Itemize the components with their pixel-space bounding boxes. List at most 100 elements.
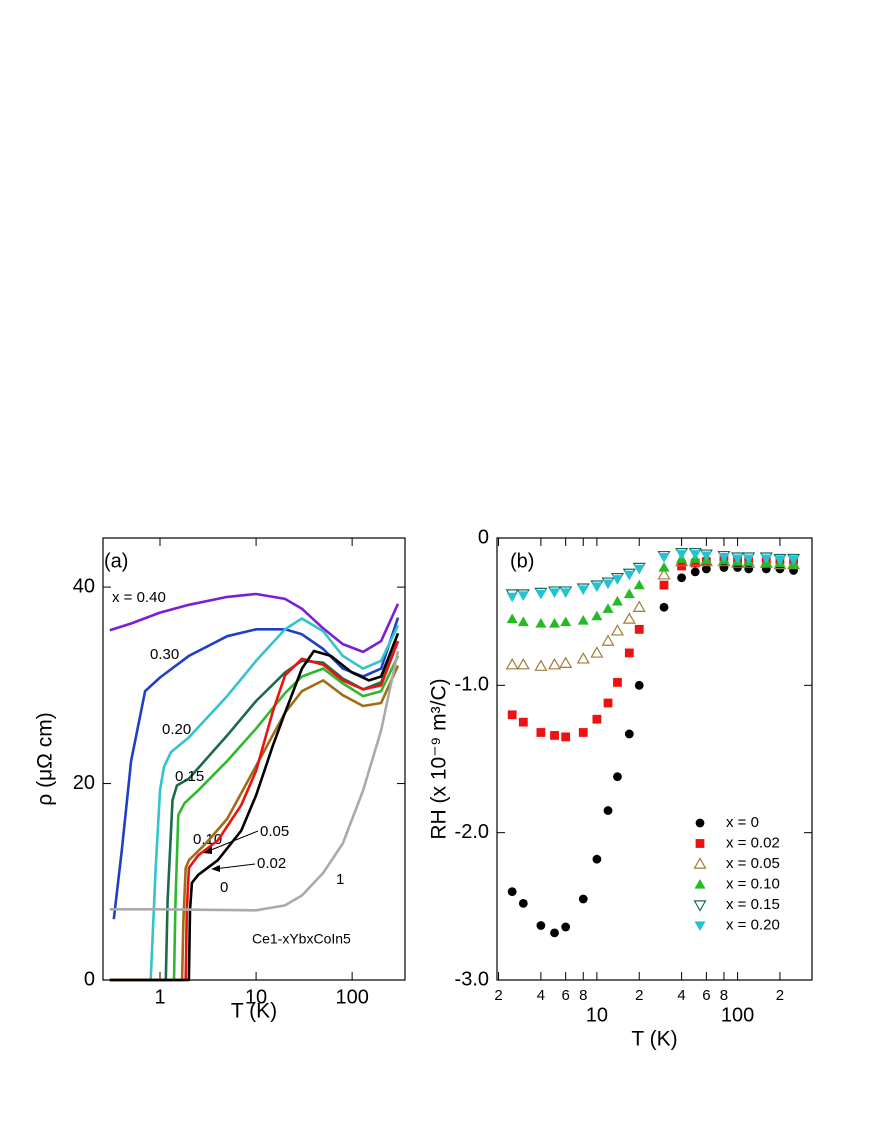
y-tick-label: -1.0 [455, 674, 489, 696]
data-point [676, 550, 688, 560]
series-line [109, 650, 400, 912]
x-tick-label: 8 [579, 987, 587, 1004]
data-point [677, 573, 686, 583]
data-point [578, 894, 588, 904]
data-point [506, 592, 518, 603]
data-point [690, 558, 700, 568]
legend-label: x = 0.05 [726, 855, 780, 872]
data-point [517, 616, 529, 627]
data-point [561, 732, 571, 742]
data-point [549, 588, 561, 599]
y-tick-label: 0 [84, 968, 95, 990]
plot-frame [496, 537, 813, 981]
data-point [603, 698, 613, 708]
legend-label: x = 0.20 [726, 916, 780, 933]
data-point [659, 602, 669, 612]
data-point [518, 717, 528, 727]
x-axis-label: T (K) [231, 1000, 277, 1023]
x-tick-label: 4 [537, 987, 545, 1004]
data-point [613, 677, 622, 687]
data-point [634, 624, 644, 634]
series-line [109, 592, 400, 654]
data-point [760, 554, 772, 565]
data-point [592, 714, 602, 724]
x-tick-label: 4 [677, 987, 685, 1004]
legend-marker [693, 857, 707, 869]
data-point [560, 616, 572, 627]
series-label: x = 0.40 [112, 589, 166, 606]
data-point [550, 928, 559, 938]
arrow-head [211, 865, 220, 872]
data-point [732, 554, 744, 565]
data-point [718, 553, 730, 563]
y-tick-label: 0 [478, 526, 489, 548]
data-point [611, 595, 623, 606]
data-point [536, 921, 546, 930]
data-point [536, 728, 546, 737]
label-arrow [213, 863, 256, 870]
x-tick-label: 2 [635, 987, 643, 1004]
series-label: 0.20 [162, 721, 191, 738]
data-point [613, 772, 622, 782]
x-tick-label: 100 [335, 986, 368, 1008]
data-point [622, 612, 636, 624]
series-line [109, 632, 400, 982]
plot-frame [102, 537, 406, 981]
data-point [633, 564, 645, 575]
legend-label: x = 0.10 [726, 875, 780, 892]
legend-marker [693, 900, 707, 912]
data-point [700, 551, 712, 562]
data-point [774, 555, 786, 566]
legend-marker [695, 818, 705, 828]
data-point [601, 634, 615, 646]
data-point [576, 652, 590, 664]
annotation: (a) [104, 550, 128, 572]
data-point [506, 613, 518, 624]
data-point [624, 729, 634, 739]
series-label: 0.02 [257, 855, 286, 872]
y-tick-label: -3.0 [455, 968, 489, 990]
x-tick-label: 2 [494, 987, 502, 1004]
series-label: 0.05 [260, 823, 289, 840]
data-point [788, 555, 800, 566]
x-tick-label: 10 [586, 1004, 608, 1026]
data-point [743, 554, 755, 565]
series-line [109, 640, 400, 982]
data-point [590, 646, 604, 658]
data-point [658, 561, 670, 572]
x-tick-label: 1 [154, 986, 165, 1008]
data-point [535, 617, 547, 628]
data-point [610, 624, 624, 636]
data-point [559, 656, 573, 668]
data-point [578, 728, 588, 737]
y-axis-label: ρ (μΩ cm) [34, 712, 57, 805]
data-point [507, 887, 517, 896]
data-point [623, 570, 635, 581]
y-tick-label: 20 [73, 772, 95, 794]
x-axis-label: T (K) [631, 1028, 677, 1051]
y-tick-label: -2.0 [455, 821, 489, 843]
data-point [505, 657, 519, 670]
data-point [577, 585, 589, 596]
data-point [535, 589, 547, 600]
data-point [561, 922, 571, 932]
legend-marker [695, 839, 705, 848]
data-point [633, 579, 645, 590]
data-point [634, 680, 644, 690]
series-line [109, 655, 400, 982]
series-line [109, 665, 400, 982]
data-point [602, 603, 614, 613]
series-label: 0.30 [150, 646, 179, 663]
legend-label: x = 0.02 [726, 834, 780, 851]
data-point [560, 588, 572, 599]
data-point [518, 898, 528, 908]
x-tick-label: 8 [720, 987, 728, 1004]
data-point [690, 567, 700, 577]
data-point [591, 610, 603, 621]
data-point [603, 806, 613, 815]
data-point [657, 568, 671, 580]
x-tick-label: 10 [245, 986, 267, 1008]
x-tick-label: 2 [776, 987, 784, 1004]
data-point [701, 564, 711, 574]
